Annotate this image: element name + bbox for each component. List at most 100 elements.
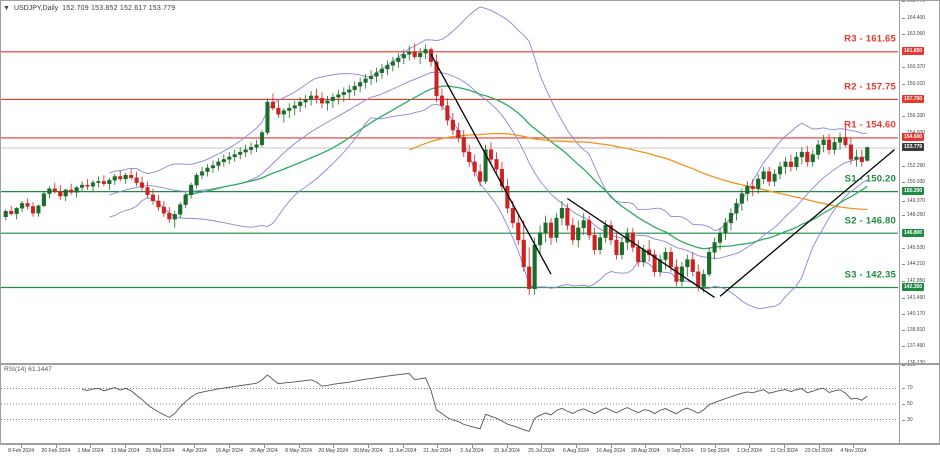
candle-body: [221, 159, 226, 163]
price-tick-mark: [902, 17, 905, 19]
candle-body: [674, 266, 679, 282]
date-tick-label: 25 Mar 2024: [145, 448, 175, 454]
candle-body: [723, 222, 728, 233]
candle-body: [445, 105, 450, 121]
price-tick-label: 141.490: [907, 294, 926, 301]
candle-body: [123, 175, 128, 180]
bb-lower: [109, 103, 868, 310]
level-label-r1: R1 - 154.60: [844, 119, 896, 131]
candle-body: [450, 120, 455, 131]
candle-body: [52, 188, 57, 192]
price-tick-mark: [902, 248, 905, 250]
candle-body: [347, 89, 352, 93]
candle-body: [745, 186, 750, 194]
candle-body: [69, 189, 74, 193]
price-tick-label: 163.060: [907, 31, 926, 38]
candle-body: [712, 242, 717, 253]
candle-body: [194, 175, 199, 186]
price-badge: 157.750: [902, 94, 925, 103]
candle-body: [30, 206, 36, 214]
rsi-tick-label: 30: [907, 416, 913, 423]
date-tick-mark: [125, 445, 127, 448]
candle-body: [118, 176, 123, 180]
candle-body: [112, 176, 117, 181]
bb-upper: [109, 6, 868, 232]
candle-body: [227, 156, 232, 160]
candle-body: [668, 252, 674, 268]
candle-body: [488, 149, 494, 160]
ohlc-values: 152.709 153.852 152.617 153.779: [62, 4, 176, 12]
price-plot-area[interactable]: [1, 1, 898, 363]
candle-body: [303, 99, 308, 103]
price-tick-label: 154.930: [907, 130, 925, 136]
candle-body: [298, 101, 303, 106]
candle-body: [799, 151, 804, 158]
candle-body: [483, 149, 488, 182]
date-tick-mark: [229, 445, 231, 448]
date-tick-label: 25 Jul 2024: [528, 448, 555, 454]
price-badge: 154.600: [902, 133, 925, 142]
rsi-plot-area[interactable]: [1, 365, 898, 443]
candle-body: [358, 82, 363, 87]
candle-body: [210, 165, 215, 169]
candle-body: [663, 252, 668, 260]
candle-body: [80, 184, 85, 188]
level-label-r2: R2 - 157.75: [844, 81, 896, 93]
candle-body: [837, 137, 843, 143]
price-tick-mark: [902, 182, 905, 184]
date-axis: 8 Feb 2024 20 Feb 2024 1 Mar 2024 13 Mar 20…: [0, 444, 940, 459]
price-tick-label: 150.930: [907, 179, 926, 186]
candle-body: [559, 208, 564, 219]
candle-body: [494, 159, 499, 170]
price-tick-mark: [902, 330, 905, 332]
date-tick-mark: [194, 445, 196, 448]
candle-body: [848, 144, 853, 160]
candle-body: [690, 259, 695, 272]
date-tick-label: 16 Apr 2024: [215, 448, 243, 454]
candle-body: [761, 171, 766, 180]
candle-body: [418, 52, 423, 58]
date-tick-label: 3 Jul 2024: [460, 448, 484, 454]
bb-middle: [109, 71, 868, 259]
candle-body: [330, 96, 335, 101]
chart-header: ▼ USDJPY,Daily 152.709 153.852 152.617 1…: [3, 2, 175, 14]
candle-body: [756, 178, 761, 189]
caret-down-icon[interactable]: ▼: [3, 4, 10, 12]
candle-body: [396, 57, 401, 62]
date-tick-mark: [645, 445, 647, 448]
candle-body: [401, 54, 406, 59]
trendline-ascending: [719, 149, 895, 297]
rsi-tick-mark: [902, 388, 905, 390]
candle-body: [570, 225, 575, 241]
candle-body: [767, 171, 772, 182]
candle-body: [25, 203, 30, 207]
level-label-s1: S1 - 150.20: [844, 173, 896, 185]
date-tick-mark: [471, 445, 473, 448]
price-tick-mark: [902, 1, 905, 2]
price-axis: 165.770 164.400 163.060 161.650 160.370 159.0…: [899, 1, 939, 363]
date-tick-label: 1 Mar 2024: [77, 448, 104, 454]
candle-body: [172, 214, 177, 220]
candle-body: [254, 144, 259, 148]
candle-body: [276, 107, 281, 115]
date-tick-mark: [679, 445, 681, 448]
candle-body: [434, 61, 439, 97]
date-tick-mark: [55, 445, 57, 448]
candle-body: [161, 206, 166, 214]
candle-body: [385, 65, 390, 70]
price-tick-mark: [902, 116, 905, 118]
price-badge: 146.800: [902, 228, 925, 237]
date-tick-label: 4 Nov 2024: [840, 448, 867, 454]
candle-body: [189, 184, 194, 196]
candle-body: [238, 151, 243, 155]
price-tick-label: 138.810: [907, 327, 926, 334]
candle-body: [701, 274, 706, 287]
date-tick-mark: [367, 445, 369, 448]
rsi-tick-mark: [902, 404, 905, 405]
rsi-tick-label: 50: [907, 401, 913, 407]
axis-separator: [899, 0, 900, 444]
candle-body: [538, 232, 543, 246]
candle-body: [717, 232, 723, 243]
candle-body: [739, 193, 744, 204]
candle-body: [90, 182, 96, 187]
